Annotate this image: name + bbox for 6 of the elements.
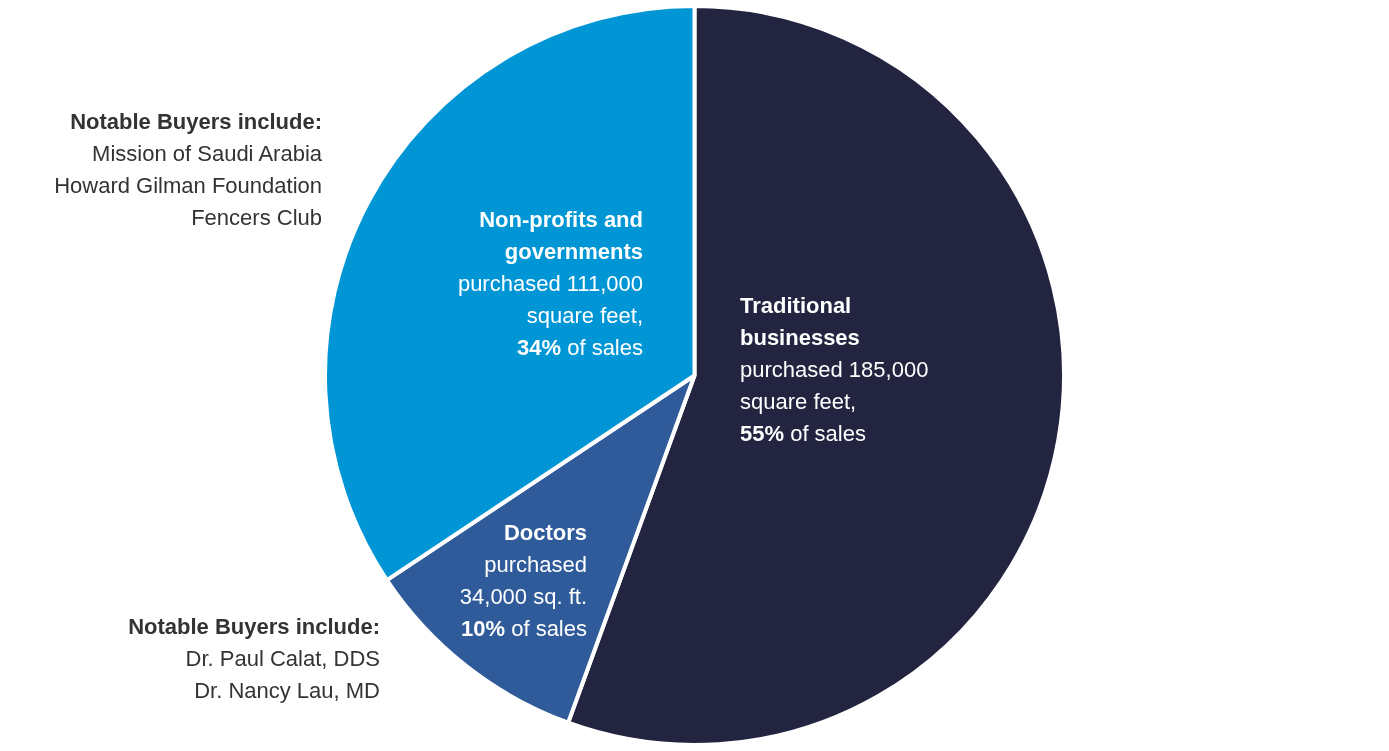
data-label: purchased 34,000 sq. ft. 10% of sales [459,552,587,641]
data-label: purchased 111,000 square feet, 34% of sales [457,271,643,360]
text: Notable Buyers include: Mission of Saudi Arabia Howard Gilman Foundation Fencers Club [54,109,322,230]
text: Notable Buyers include: Dr. Paul Calat, DDS Dr. Nancy Lau, MD [128,614,380,703]
data-label: purchased 185,000 square feet, 55% of sales [740,357,929,446]
slice-label: Doctors [503,520,587,545]
